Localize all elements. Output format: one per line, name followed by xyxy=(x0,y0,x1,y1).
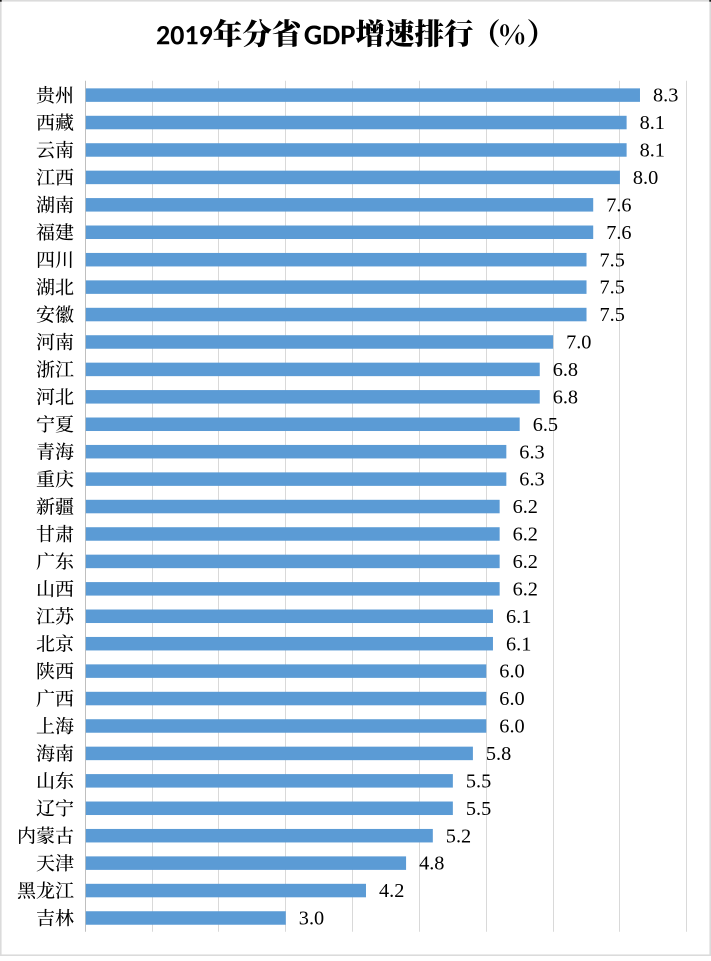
svg-text:6.3: 6.3 xyxy=(519,469,544,491)
svg-text:7.6: 7.6 xyxy=(606,194,631,216)
svg-text:8.1: 8.1 xyxy=(640,112,665,134)
svg-text:6.1: 6.1 xyxy=(506,633,531,655)
svg-text:6.3: 6.3 xyxy=(519,441,544,463)
svg-text:6.8: 6.8 xyxy=(553,386,578,408)
svg-text:7.5: 7.5 xyxy=(600,277,625,299)
svg-text:6.8: 6.8 xyxy=(553,359,578,381)
svg-text:7.6: 7.6 xyxy=(606,222,631,244)
svg-text:6.2: 6.2 xyxy=(513,524,538,546)
svg-text:8.0: 8.0 xyxy=(633,167,658,189)
svg-text:5.2: 5.2 xyxy=(446,825,471,847)
svg-text:4.8: 4.8 xyxy=(419,853,444,875)
svg-text:6.2: 6.2 xyxy=(513,551,538,573)
svg-text:6.0: 6.0 xyxy=(499,688,524,710)
svg-text:5.8: 5.8 xyxy=(486,743,511,765)
svg-text:6.0: 6.0 xyxy=(499,661,524,683)
svg-text:6.2: 6.2 xyxy=(513,496,538,518)
svg-text:8.1: 8.1 xyxy=(640,140,665,162)
svg-text:5.5: 5.5 xyxy=(466,770,491,792)
svg-text:5.5: 5.5 xyxy=(466,798,491,820)
svg-text:6.1: 6.1 xyxy=(506,606,531,628)
svg-text:6.5: 6.5 xyxy=(533,414,558,436)
svg-text:8.3: 8.3 xyxy=(653,85,678,107)
svg-text:6.0: 6.0 xyxy=(499,716,524,738)
svg-text:7.0: 7.0 xyxy=(566,332,591,354)
svg-text:7.5: 7.5 xyxy=(600,249,625,271)
svg-text:7.5: 7.5 xyxy=(600,304,625,326)
svg-text:6.2: 6.2 xyxy=(513,578,538,600)
svg-text:4.2: 4.2 xyxy=(379,880,404,902)
svg-text:3.0: 3.0 xyxy=(299,908,324,930)
